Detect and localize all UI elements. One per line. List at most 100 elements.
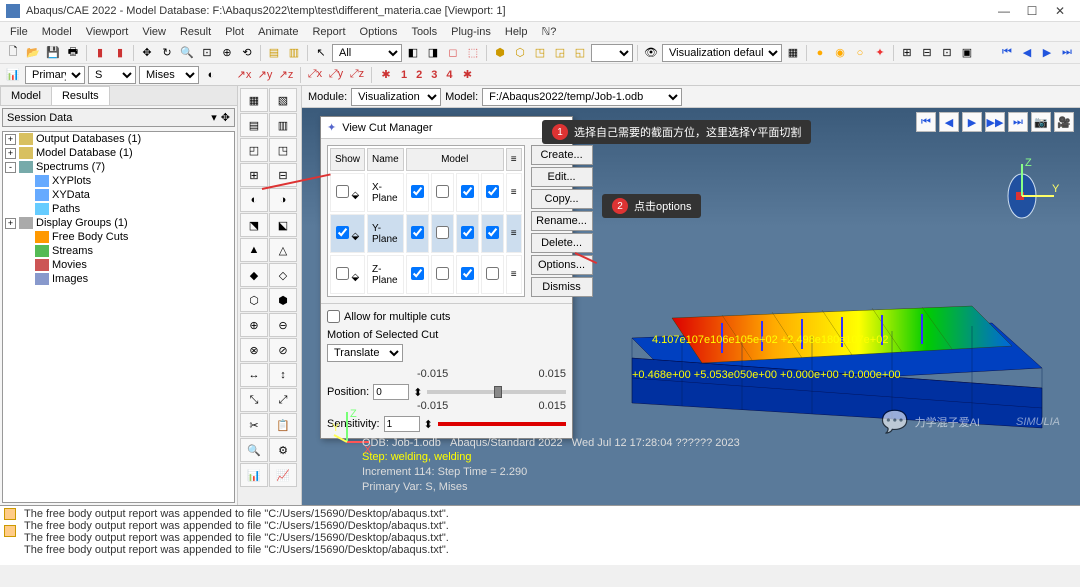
menu-plot[interactable]: Plot (219, 24, 250, 40)
row-opt-icon[interactable]: ≡ (506, 214, 522, 253)
m4-checkbox[interactable] (486, 226, 499, 239)
menu-report[interactable]: Report (306, 24, 351, 40)
tree-item[interactable]: Movies (3, 258, 234, 272)
vp-next-icon[interactable]: ▶▶ (985, 112, 1005, 132)
palette-tool-14[interactable]: ◆ (240, 263, 268, 287)
db-icon[interactable]: ▮ (91, 44, 109, 62)
tab-model[interactable]: Model (0, 86, 52, 105)
dismissbutton[interactable]: Dismiss (531, 277, 593, 297)
m3-checkbox[interactable] (461, 226, 474, 239)
module-combo[interactable]: Visualization (351, 88, 441, 106)
palette-tool-29[interactable]: ⚙ (269, 438, 297, 462)
log-icon-1[interactable] (4, 508, 16, 520)
tab-results[interactable]: Results (51, 86, 110, 105)
vp-first-icon[interactable]: ⏮ (916, 112, 936, 132)
g3-icon[interactable]: ⊡ (938, 44, 956, 62)
tree-item[interactable]: +Display Groups (1) (3, 216, 234, 230)
menu-result[interactable]: Result (174, 24, 217, 40)
palette-tool-17[interactable]: ⬢ (269, 288, 297, 312)
close-button[interactable]: ✕ (1046, 4, 1074, 18)
anim-next-icon[interactable]: ▶ (1038, 44, 1056, 62)
menu-view[interactable]: View (136, 24, 172, 40)
m2-checkbox[interactable] (436, 267, 449, 280)
view-3[interactable]: 3 (428, 69, 440, 81)
persp1-icon[interactable]: ▤ (265, 44, 283, 62)
anim-last-icon[interactable]: ⏭ (1058, 44, 1076, 62)
viewport[interactable]: ⏮ ◀ ▶ ▶▶ ⏭ 📷 🎥 (302, 108, 1080, 505)
edit-button[interactable]: Edit... (531, 167, 593, 187)
palette-tool-10[interactable]: ⬔ (240, 213, 268, 237)
m1-checkbox[interactable] (411, 185, 424, 198)
palette-tool-0[interactable]: ▦ (240, 88, 268, 112)
triad-icon[interactable]: ✱ (377, 66, 395, 84)
tree-item[interactable]: XYPlots (3, 174, 234, 188)
tree-item[interactable]: Free Body Cuts (3, 230, 234, 244)
g1-icon[interactable]: ⊞ (898, 44, 916, 62)
palette-tool-5[interactable]: ◳ (269, 138, 297, 162)
axis-x2-icon[interactable]: ⤢x (306, 66, 324, 84)
palette-tool-26[interactable]: ✂ (240, 413, 268, 437)
menu-file[interactable]: File (4, 24, 34, 40)
expand-icon[interactable]: + (5, 134, 16, 145)
tree-item[interactable]: XYData (3, 188, 234, 202)
palette-tool-27[interactable]: 📋 (269, 413, 297, 437)
palette-tool-12[interactable]: ▲ (240, 238, 268, 262)
palette-tool-9[interactable]: ◑ (269, 188, 297, 212)
m1-checkbox[interactable] (411, 267, 424, 280)
sensitivity-input[interactable] (384, 416, 420, 432)
c3-icon[interactable]: ○ (851, 44, 869, 62)
menu-model[interactable]: Model (36, 24, 78, 40)
g2-icon[interactable]: ⊟ (918, 44, 936, 62)
m4-checkbox[interactable] (486, 267, 499, 280)
box1-icon[interactable]: ◻ (444, 44, 462, 62)
anim-prev-icon[interactable]: ◀ (1018, 44, 1036, 62)
m3-checkbox[interactable] (461, 267, 474, 280)
palette-tool-16[interactable]: ⬡ (240, 288, 268, 312)
m4-checkbox[interactable] (486, 185, 499, 198)
palette-tool-28[interactable]: 🔍 (240, 438, 268, 462)
palette-tool-30[interactable]: 📊 (240, 463, 268, 487)
print-icon[interactable]: 🖶 (64, 44, 82, 62)
pan-icon[interactable]: ✥ (138, 44, 156, 62)
vp-rec-icon[interactable]: 🎥 (1054, 112, 1074, 132)
palette-tool-20[interactable]: ⊗ (240, 338, 268, 362)
expand-icon[interactable]: - (5, 162, 16, 173)
tree-item[interactable]: Images (3, 272, 234, 286)
db2-icon[interactable]: ▮ (111, 44, 129, 62)
vp-snap-icon[interactable]: 📷 (1031, 112, 1051, 132)
menu-viewport[interactable]: Viewport (80, 24, 135, 40)
cube1-icon[interactable]: ⬢ (491, 44, 509, 62)
row-opt-icon[interactable]: ≡ (506, 255, 522, 294)
axis-z-icon[interactable]: ↗z (277, 66, 295, 84)
palette-tool-11[interactable]: ⬕ (269, 213, 297, 237)
palette-tool-25[interactable]: ⤢ (269, 388, 297, 412)
render-combo[interactable] (591, 44, 633, 62)
c2-icon[interactable]: ◉ (831, 44, 849, 62)
layers-icon[interactable]: ▦ (784, 44, 802, 62)
vis-icon[interactable]: 👁 (642, 44, 660, 62)
palette-tool-4[interactable]: ◰ (240, 138, 268, 162)
model-combo[interactable]: F:/Abaqus2022/temp/Job-1.odb (482, 88, 682, 106)
sel2-icon[interactable]: ◨ (424, 44, 442, 62)
log-icon-2[interactable] (4, 525, 16, 537)
m3-checkbox[interactable] (461, 185, 474, 198)
menu-help[interactable]: Help (499, 24, 534, 40)
mises-combo[interactable]: Mises (139, 66, 199, 84)
vp-prev-icon[interactable]: ◀ (939, 112, 959, 132)
s-combo[interactable]: S (88, 66, 136, 84)
tree-item[interactable]: -Spectrums (7) (3, 160, 234, 174)
show-checkbox[interactable] (336, 185, 349, 198)
vcm-row[interactable]: ⬙ X-Plane ≡ (330, 173, 522, 212)
show-checkbox[interactable] (336, 226, 349, 239)
triad2-icon[interactable]: ✱ (459, 66, 477, 84)
copy-button[interactable]: Copy... (531, 189, 593, 209)
position-input[interactable] (373, 384, 409, 400)
create-button[interactable]: Create... (531, 145, 593, 165)
expand-icon[interactable]: + (5, 148, 16, 159)
palette-tool-6[interactable]: ⊞ (240, 163, 268, 187)
zoomwin-icon[interactable]: ⊡ (198, 44, 216, 62)
selection-combo[interactable]: All (332, 44, 402, 62)
tree-item[interactable]: Streams (3, 244, 234, 258)
palette-tool-19[interactable]: ⊖ (269, 313, 297, 337)
axis-x-icon[interactable]: ↗x (235, 66, 253, 84)
